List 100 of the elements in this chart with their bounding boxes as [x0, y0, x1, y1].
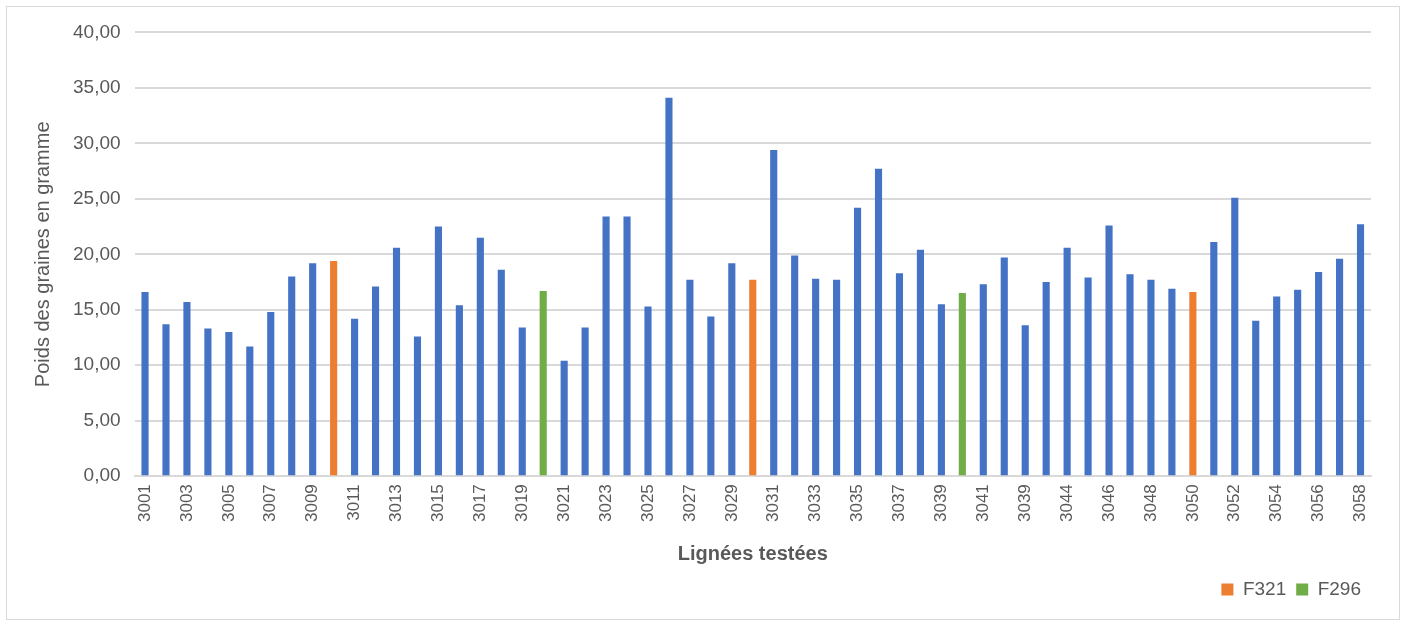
x-tick-label: 3027 — [679, 484, 699, 523]
bar — [1315, 272, 1323, 476]
x-tick-label: 3011 — [344, 484, 364, 521]
bar — [895, 273, 904, 476]
bar — [707, 316, 715, 476]
bar — [1147, 279, 1155, 476]
x-tick-label: 3056 — [1308, 484, 1328, 523]
bar — [833, 279, 841, 476]
x-tick-label: 3015 — [428, 484, 448, 523]
bar — [874, 168, 883, 476]
bar — [916, 249, 924, 476]
bar — [351, 318, 359, 476]
bar — [1294, 289, 1302, 476]
legend-label: F321 — [1242, 577, 1287, 599]
bar — [1189, 292, 1197, 476]
bar — [937, 304, 945, 476]
x-tick-label: 3052 — [1224, 484, 1244, 523]
bar — [371, 286, 380, 476]
x-tick-label: 3048 — [1140, 484, 1160, 523]
bar — [1231, 197, 1239, 476]
bar — [413, 336, 422, 476]
bar — [455, 305, 463, 476]
x-axis-title: Lignées testées — [677, 541, 828, 564]
y-tick-label: 0,00 — [83, 464, 121, 486]
x-tick-label: 3023 — [595, 484, 615, 523]
bar — [476, 237, 484, 476]
bar — [686, 279, 694, 476]
bar — [623, 216, 631, 476]
y-tick-label: 20,00 — [73, 242, 121, 264]
bar — [1126, 274, 1134, 476]
x-tick-label: 3039 — [931, 484, 951, 523]
bar — [392, 247, 401, 476]
bar — [560, 360, 568, 476]
bar — [309, 263, 317, 476]
y-tick-label: 35,00 — [73, 76, 121, 98]
bar — [204, 328, 212, 476]
x-tick-label: 3033 — [805, 484, 825, 523]
bar — [1168, 288, 1176, 476]
x-tick-label: 3009 — [302, 484, 322, 523]
bar — [267, 311, 275, 476]
x-tick-label: 3001 — [134, 484, 154, 523]
x-tick-label: 3046 — [1098, 484, 1118, 523]
bar — [854, 207, 862, 476]
bar — [958, 293, 966, 476]
bar — [288, 276, 296, 476]
bar — [749, 279, 757, 476]
y-tick-label: 10,00 — [73, 353, 121, 375]
bar — [1252, 320, 1260, 476]
bar — [979, 284, 987, 476]
bar — [1356, 224, 1365, 476]
bar — [1210, 242, 1218, 476]
bar — [141, 292, 149, 476]
bar — [1000, 257, 1008, 476]
x-tick-label: 3025 — [637, 484, 657, 523]
bar — [581, 327, 589, 476]
y-tick-label: 5,00 — [83, 408, 121, 430]
x-tick-label: 3035 — [847, 484, 867, 523]
bar — [162, 324, 170, 476]
y-tick-label: 40,00 — [73, 20, 121, 42]
bar — [434, 226, 442, 476]
bar — [665, 97, 673, 476]
x-tick-label: 3054 — [1266, 484, 1286, 523]
x-tick-label: 3019 — [511, 484, 531, 523]
bar — [644, 306, 652, 476]
x-tick-label: 3007 — [260, 484, 280, 523]
x-tick-label: 3013 — [386, 484, 406, 523]
bar — [770, 150, 778, 476]
bar — [1273, 296, 1281, 476]
bar — [1042, 282, 1050, 476]
y-axis-title: Poids des graines en gramme — [30, 121, 53, 388]
bar — [791, 255, 799, 476]
y-tick-label: 25,00 — [73, 187, 121, 209]
x-tick-label: 3021 — [553, 484, 573, 523]
bar — [1021, 325, 1029, 476]
bar — [602, 216, 610, 476]
y-tick-label: 15,00 — [73, 298, 121, 319]
bar — [1336, 258, 1344, 476]
x-tick-label: 3037 — [889, 484, 909, 523]
x-tick-label: 3029 — [721, 484, 741, 523]
x-tick-label: 3031 — [763, 484, 783, 523]
bar — [183, 302, 191, 476]
bar — [1063, 247, 1071, 476]
bar — [1105, 225, 1113, 476]
bar — [246, 346, 254, 476]
bar — [225, 331, 233, 476]
bar — [812, 278, 820, 476]
x-tick-label: 3039 — [1014, 484, 1034, 523]
bar — [1084, 277, 1092, 476]
bar — [330, 260, 338, 476]
bar — [728, 263, 736, 476]
x-tick-label: 3058 — [1350, 484, 1370, 523]
x-tick-label: 3041 — [972, 484, 992, 523]
bar — [497, 269, 505, 476]
x-tick-label: 3050 — [1182, 484, 1202, 523]
x-tick-label: 3003 — [176, 484, 196, 523]
x-tick-label: 3044 — [1056, 484, 1076, 523]
y-tick-label: 30,00 — [73, 131, 121, 153]
legend-label: F296 — [1317, 577, 1362, 599]
bar — [539, 290, 547, 476]
bar — [518, 327, 526, 476]
